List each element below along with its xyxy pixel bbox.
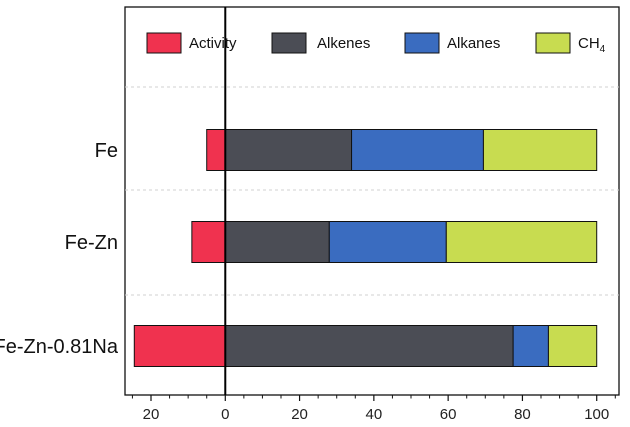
- x-tick-label: 20: [143, 406, 160, 423]
- bar-alkenes-fe-zn: [224, 221, 330, 263]
- grid-lines: [125, 86, 619, 296]
- legend-swatch-activity: [146, 32, 182, 54]
- bar-ch4-fe: [482, 129, 598, 171]
- category-labels: Fe Fe-Zn Fe-Zn-0.81Na: [0, 140, 119, 358]
- x-tick-label: 0: [221, 406, 229, 423]
- bar-activity-fe: [206, 129, 226, 171]
- bar-alkenes-fe-zn-0-81na: [224, 325, 514, 367]
- legend-label-ch4: CH4: [578, 35, 606, 55]
- bar-alkanes-fe-zn: [328, 221, 447, 263]
- legend-swatch-alkenes: [271, 32, 307, 54]
- bar-alkenes-fe: [224, 129, 353, 171]
- plot-frame: [124, 6, 620, 396]
- x-tick-label: 40: [366, 406, 383, 423]
- legend: Activity Alkenes Alkanes CH4: [146, 32, 606, 55]
- legend-label-activity: Activity: [189, 35, 237, 52]
- bar-activity-fe-zn-0-81na: [133, 325, 226, 367]
- bar-ch4-fe-zn: [445, 221, 598, 263]
- category-label: Fe: [95, 140, 118, 162]
- bar-alkanes-fe: [351, 129, 484, 171]
- category-label: Fe-Zn-0.81Na: [0, 336, 119, 358]
- bar-ch4-fe-zn-0-81na: [547, 325, 598, 367]
- legend-swatch-ch4: [535, 32, 571, 54]
- x-tick-label: 20: [291, 406, 308, 423]
- legend-label-alkenes: Alkenes: [317, 35, 370, 52]
- bar-alkanes-fe-zn-0-81na: [512, 325, 549, 367]
- x-tick-label: 80: [514, 406, 531, 423]
- bar-activity-fe-zn: [191, 221, 226, 263]
- bars: [133, 129, 598, 367]
- x-axis-ticks: 20 0 20 40 60 80 100: [131, 395, 616, 423]
- category-label: Fe-Zn: [65, 232, 118, 254]
- x-tick-label: 60: [440, 406, 457, 423]
- legend-label-alkanes: Alkanes: [447, 35, 500, 52]
- x-tick-label: 100: [584, 406, 609, 423]
- legend-swatch-alkanes: [404, 32, 440, 54]
